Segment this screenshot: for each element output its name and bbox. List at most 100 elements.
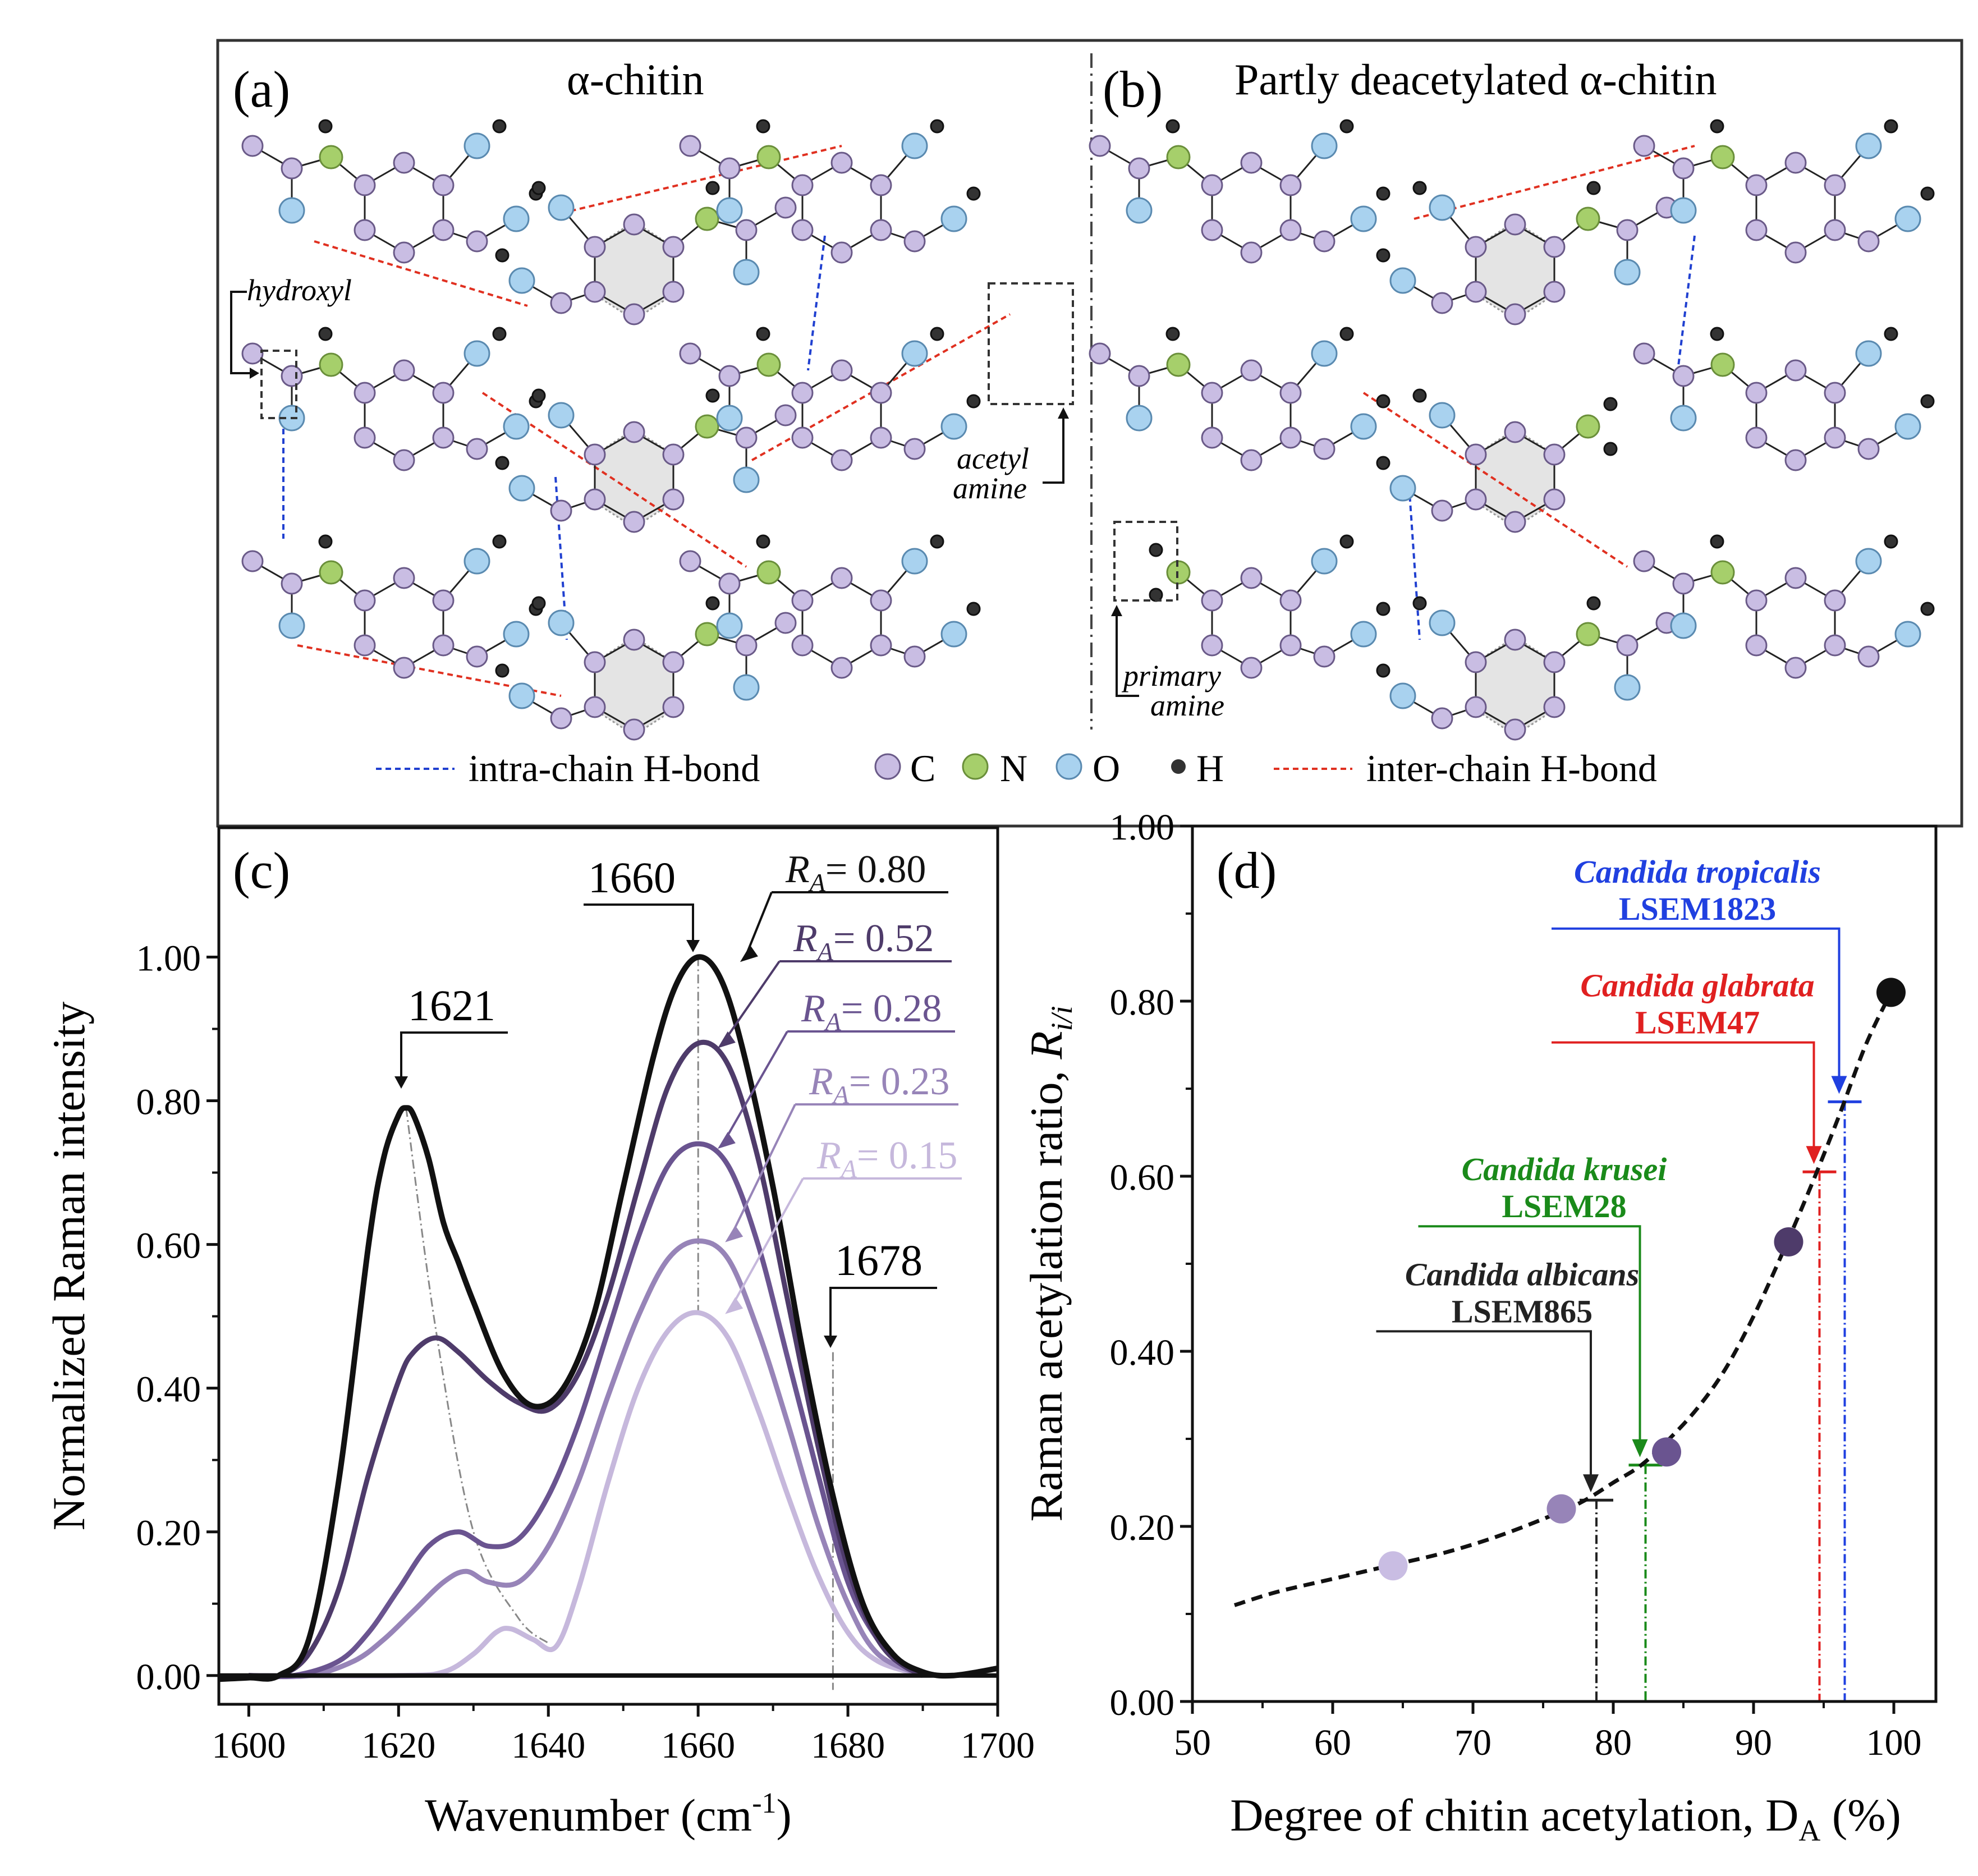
- hydrogen-bond: [314, 240, 528, 307]
- atom-c: [1784, 657, 1807, 679]
- spectra-guides: [405, 957, 834, 1690]
- atom-c: [1543, 696, 1566, 718]
- atom-c: [903, 438, 926, 460]
- atom-c: [1745, 174, 1768, 196]
- atom-c: [679, 342, 701, 365]
- x-tick-label: 1600: [212, 1725, 286, 1766]
- primary-amine-arrowhead: [1111, 605, 1122, 616]
- atom-h: [1710, 534, 1724, 549]
- atom-c: [1201, 174, 1223, 196]
- panel-d-label: (d): [1217, 842, 1277, 899]
- atom-o: [1350, 413, 1377, 440]
- hydroxyl-box: [260, 350, 297, 419]
- strain-species-label: Candida albicans: [1405, 1256, 1639, 1292]
- atom-c: [1745, 382, 1768, 404]
- primary-amine-label: amine: [1150, 689, 1224, 722]
- atom-o: [716, 197, 743, 224]
- y-tick-label: 0.40: [136, 1369, 201, 1410]
- atom-c: [354, 634, 376, 657]
- ra-label: RA= 0.23: [809, 1060, 949, 1109]
- atom-c: [432, 634, 455, 657]
- spectrum-series-line: [249, 1238, 924, 1680]
- atom-c: [432, 382, 455, 404]
- atom-h: [495, 663, 510, 678]
- atom-h: [1586, 181, 1601, 195]
- atom-c: [1616, 219, 1639, 241]
- atom-c: [830, 359, 853, 382]
- atom-c: [466, 645, 488, 668]
- atom-c: [1824, 382, 1846, 404]
- ratio-y-axis-title: Raman acetylation ratio, Ri/i: [1021, 1006, 1079, 1521]
- x-tick-label: 80: [1595, 1722, 1632, 1763]
- hydrogen-bond: [1413, 145, 1695, 220]
- atom-c: [623, 629, 645, 651]
- atom-o: [1855, 548, 1882, 575]
- atom-c: [870, 426, 892, 449]
- acetyl-amine-box: [988, 282, 1074, 405]
- y-tick-label: 0.20: [1110, 1507, 1175, 1548]
- atom-c: [1784, 567, 1807, 589]
- peak-1621-label: 1621: [408, 981, 495, 1030]
- panel-c-label: (c): [233, 842, 290, 899]
- atom-c: [791, 634, 814, 657]
- atom-o: [733, 466, 760, 493]
- atom-o: [1670, 612, 1697, 639]
- y-tick-label: 0.80: [136, 1082, 201, 1123]
- atom-h: [1920, 602, 1935, 616]
- atom-c: [1504, 213, 1526, 236]
- atom-c: [774, 196, 797, 219]
- panel-b-label: (b): [1103, 61, 1163, 118]
- atom-c: [1240, 567, 1263, 589]
- atom-c: [584, 488, 606, 511]
- panel-a-label: (a): [233, 61, 290, 118]
- atom-h: [318, 119, 333, 134]
- atom-c: [550, 499, 572, 522]
- atom-c: [584, 651, 606, 673]
- atom-h: [930, 534, 944, 549]
- atom-c: [1201, 382, 1223, 404]
- atom-c: [870, 589, 892, 612]
- atom-c: [1279, 589, 1302, 612]
- ra-arrowhead: [740, 945, 758, 962]
- atom-n: [319, 560, 343, 585]
- atom-c: [1240, 359, 1263, 382]
- data-point: [1546, 1494, 1576, 1524]
- atom-o: [548, 194, 575, 221]
- atom-h: [318, 327, 333, 341]
- atom-h: [966, 186, 981, 201]
- atom-c: [393, 359, 415, 382]
- atom-c: [1672, 157, 1695, 180]
- atom-h: [1376, 186, 1390, 201]
- atom-c: [662, 443, 685, 466]
- atom-c: [584, 236, 606, 258]
- atom-n: [319, 352, 343, 377]
- atom-h: [531, 596, 546, 611]
- strain-species-label: Candida glabrata: [1580, 967, 1814, 1004]
- strain-id-label: LSEM28: [1502, 1188, 1626, 1224]
- atom-c: [1543, 443, 1566, 466]
- spectrum-series-line: [249, 1310, 924, 1678]
- primary-amine-box: [1113, 521, 1178, 602]
- y-tick-label: 0.00: [136, 1657, 201, 1698]
- atom-n: [756, 145, 781, 169]
- atom-h: [495, 248, 510, 263]
- atom-c: [393, 152, 415, 174]
- strain-leader: [1418, 1225, 1641, 1442]
- ra-leader-line: [729, 1104, 796, 1237]
- peak-1621-arrowhead: [394, 1076, 408, 1089]
- y-tick-label: 0.20: [136, 1513, 201, 1554]
- atom-o: [1670, 197, 1697, 224]
- peak-1660-leader: [584, 903, 694, 946]
- atom-o: [1389, 475, 1416, 502]
- atom-o: [548, 402, 575, 429]
- fit-curve: [1233, 991, 1893, 1607]
- ra-arrowhead: [725, 1225, 744, 1242]
- atom-c: [1857, 438, 1880, 460]
- atom-c: [662, 651, 685, 673]
- spectra-y-ticks: 0.00 0.20 0.40 0.60 0.80 1.00: [136, 938, 219, 1698]
- hydrogen-bond: [1407, 476, 1421, 640]
- data-point: [1652, 1437, 1681, 1467]
- atom-c: [1279, 174, 1302, 196]
- acetyl-amine-arrow: [1043, 412, 1064, 484]
- atom-h: [1376, 248, 1390, 263]
